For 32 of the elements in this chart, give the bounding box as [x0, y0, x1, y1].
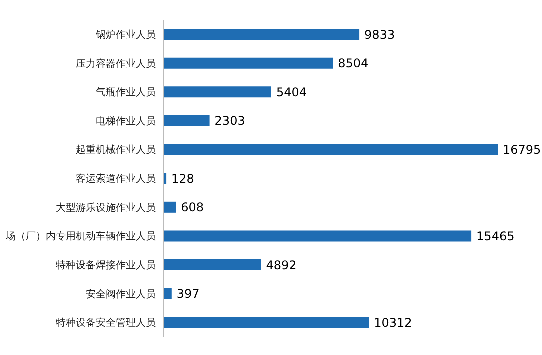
bar	[164, 288, 172, 300]
y-tick-label: 大型游乐设施作业人员	[56, 202, 156, 214]
bar	[164, 115, 210, 126]
y-tick-label: 锅炉作业人员	[95, 28, 156, 41]
data-label: 15465	[476, 229, 515, 244]
y-tick-label: 安全阀作业人员	[86, 288, 156, 300]
bar	[164, 230, 472, 242]
bar	[164, 58, 334, 69]
bar	[164, 260, 262, 271]
data-label: 8504	[338, 56, 369, 71]
y-tick-label: 起重机械作业人员	[76, 144, 156, 156]
y-tick-label: 气瓶作业人员	[96, 86, 156, 99]
y-tick-label: 压力容器作业人员	[76, 58, 156, 70]
data-label: 128	[172, 172, 194, 186]
bar	[164, 86, 272, 98]
bar	[164, 317, 370, 328]
bar	[164, 202, 176, 213]
data-label: 608	[181, 200, 204, 215]
y-tick-label: 客运索道作业人员	[76, 173, 156, 186]
y-tick-label: 场（厂）内专用机动车辆作业人员	[5, 230, 156, 243]
data-label: 16795	[503, 143, 542, 158]
bar	[164, 144, 498, 156]
data-label: 2303	[214, 114, 246, 128]
data-label: 9833	[364, 28, 396, 42]
y-tick-label: 特种设备焊接作业人员	[56, 260, 156, 272]
data-label: 397	[176, 287, 200, 302]
bar	[164, 29, 360, 40]
y-tick-label: 电梯作业人员	[96, 115, 156, 128]
y-tick-label: 特种设备安全管理人员	[56, 317, 156, 330]
data-label: 4892	[266, 258, 297, 272]
data-label: 10312	[374, 316, 412, 330]
data-label: 5404	[276, 85, 308, 100]
